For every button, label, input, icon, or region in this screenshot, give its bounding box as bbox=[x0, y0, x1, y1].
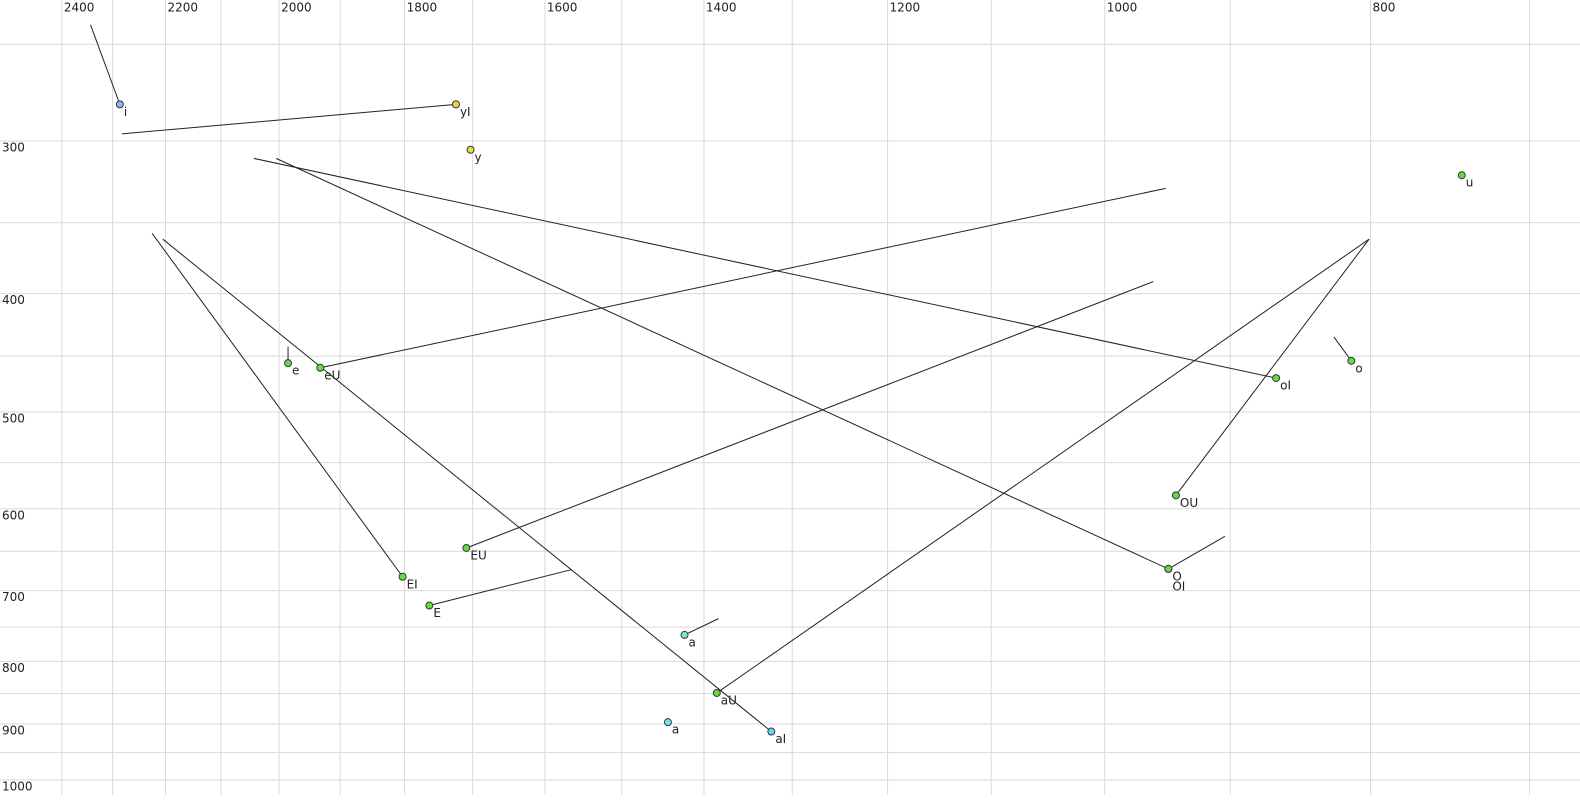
vowel-point bbox=[398, 572, 407, 581]
vowel-label: yI bbox=[460, 105, 471, 119]
x-tick-label: 1000 bbox=[1107, 1, 1138, 15]
vowel-point bbox=[1164, 564, 1173, 573]
vowel-point bbox=[451, 100, 460, 109]
trajectory bbox=[1175, 238, 1370, 496]
y-tick-label: 700 bbox=[2, 590, 25, 604]
vowel-label: EU bbox=[470, 548, 486, 562]
vowel-point bbox=[712, 688, 721, 697]
x-tick-label: 2400 bbox=[64, 1, 95, 15]
y-tick-label: 500 bbox=[2, 412, 25, 426]
trajectory bbox=[253, 157, 1277, 379]
vowel-label: EI bbox=[407, 577, 418, 591]
vowel-label: eU bbox=[324, 368, 340, 382]
trajectory bbox=[684, 618, 719, 636]
x-tick-label: 1600 bbox=[547, 1, 578, 15]
vowel-point bbox=[1171, 491, 1180, 500]
trajectory bbox=[1168, 535, 1226, 570]
trajectory bbox=[716, 238, 1370, 694]
trajectory bbox=[151, 232, 403, 578]
trajectory bbox=[320, 187, 1166, 369]
vowel-point bbox=[1347, 356, 1356, 365]
vowel-label: a bbox=[672, 723, 679, 737]
vowel-point bbox=[316, 363, 325, 372]
vowel-label: E bbox=[433, 606, 441, 620]
vowel-label: aI bbox=[775, 732, 786, 746]
trajectory bbox=[466, 281, 1154, 549]
x-tick-label: 2000 bbox=[281, 1, 312, 15]
vowel-label: i bbox=[124, 105, 127, 119]
vowel-point bbox=[425, 601, 434, 610]
y-tick-label: 800 bbox=[2, 661, 25, 675]
vowel-point bbox=[1457, 171, 1466, 180]
trajectory bbox=[162, 238, 772, 732]
vowel-point bbox=[466, 145, 475, 154]
y-tick-label: 1000 bbox=[2, 779, 33, 793]
vowel-label: o bbox=[1355, 361, 1362, 375]
vowel-label: e bbox=[292, 364, 299, 378]
x-tick-label: 800 bbox=[1373, 1, 1396, 15]
x-tick-label: 1400 bbox=[706, 1, 737, 15]
y-tick-label: 600 bbox=[2, 508, 25, 522]
y-tick-label: 400 bbox=[2, 293, 25, 307]
vowel-point bbox=[1272, 374, 1281, 383]
trajectory bbox=[429, 569, 572, 607]
vowel-point bbox=[462, 543, 471, 552]
x-tick-label: 1800 bbox=[407, 1, 438, 15]
y-tick-label: 300 bbox=[2, 140, 25, 154]
vowel-label: OI bbox=[1172, 579, 1185, 593]
vowel-point bbox=[767, 727, 776, 736]
vowel-label: y bbox=[475, 150, 482, 164]
trajectory bbox=[275, 157, 1169, 570]
trajectory bbox=[1333, 336, 1352, 362]
vowel-label: u bbox=[1466, 176, 1474, 190]
x-tick-label: 2200 bbox=[168, 1, 199, 15]
x-tick-label: 1200 bbox=[890, 1, 921, 15]
trajectory bbox=[90, 24, 121, 105]
vowel-point bbox=[115, 100, 124, 109]
trajectory bbox=[121, 103, 457, 135]
vowel-point bbox=[663, 718, 672, 727]
vowel-point bbox=[680, 630, 689, 639]
vowel-label: aU bbox=[721, 693, 737, 707]
vowel-label: oI bbox=[1280, 379, 1291, 393]
vowel-label: a bbox=[689, 635, 696, 649]
y-tick-label: 900 bbox=[2, 723, 25, 737]
vowel-label: OU bbox=[1180, 496, 1198, 510]
vowel-label: O bbox=[1172, 569, 1181, 583]
vowel-point bbox=[284, 359, 293, 368]
